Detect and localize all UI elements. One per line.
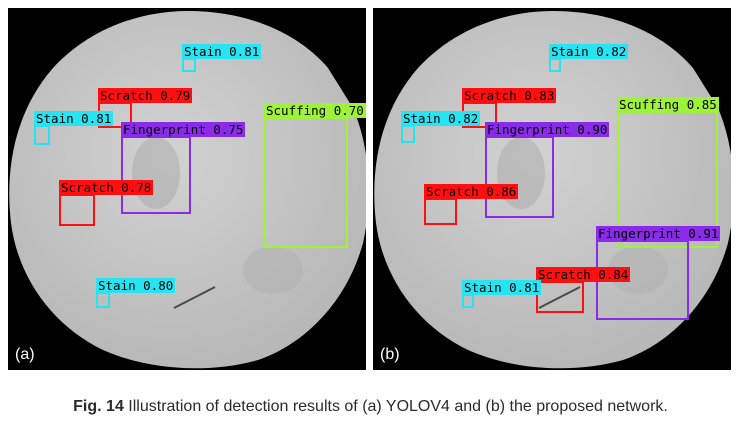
bbox-stain — [462, 294, 474, 308]
bbox-stain — [401, 125, 415, 143]
figure-caption: Fig. 14 Illustration of detection result… — [0, 398, 741, 416]
label-stain: Stain 0.81 — [34, 111, 114, 126]
label-stain: Stain 0.81 — [462, 280, 542, 295]
panel-b: Stain 0.82 Scratch 0.83 Stain 0.82 Finge… — [373, 8, 731, 370]
label-scratch: Scratch 0.86 — [424, 184, 519, 199]
bbox-scratch — [59, 194, 95, 226]
panel-a: Stain 0.81 Scratch 0.79 Stain 0.81 Finge… — [8, 8, 366, 370]
bbox-stain — [96, 292, 110, 308]
label-stain: Stain 0.82 — [549, 44, 629, 59]
label-scuffing: Scuffing 0.85 — [617, 97, 719, 112]
caption-label: Fig. 14 — [73, 398, 124, 415]
label-stain: Stain 0.82 — [401, 111, 481, 126]
label-scratch: Scratch 0.78 — [59, 180, 154, 195]
label-scratch: Scratch 0.83 — [462, 88, 557, 103]
label-stain: Stain 0.81 — [182, 44, 262, 59]
caption-text: Illustration of detection results of (a)… — [123, 398, 668, 415]
bbox-stain — [182, 58, 196, 72]
label-scuffing: Scuffing 0.70 — [264, 103, 366, 118]
panel-label: (b) — [380, 346, 400, 363]
bbox-stain — [549, 58, 561, 72]
bbox-scuffing — [617, 111, 718, 248]
bbox-fingerprint — [485, 136, 554, 218]
bbox-scratch — [536, 281, 584, 313]
panel-label: (a) — [15, 346, 35, 363]
label-scratch: Scratch 0.79 — [98, 88, 193, 103]
bbox-fingerprint — [121, 136, 191, 214]
bbox-scratch — [424, 198, 457, 225]
label-fingerprint: Fingerprint 0.90 — [485, 122, 610, 137]
label-fingerprint: Fingerprint 0.75 — [121, 122, 246, 137]
label-fingerprint: Fingerprint 0.91 — [596, 226, 721, 241]
bbox-stain — [34, 125, 50, 145]
label-stain: Stain 0.80 — [96, 278, 176, 293]
bbox-scuffing — [264, 117, 348, 248]
label-scratch: Scratch 0.84 — [536, 267, 631, 282]
